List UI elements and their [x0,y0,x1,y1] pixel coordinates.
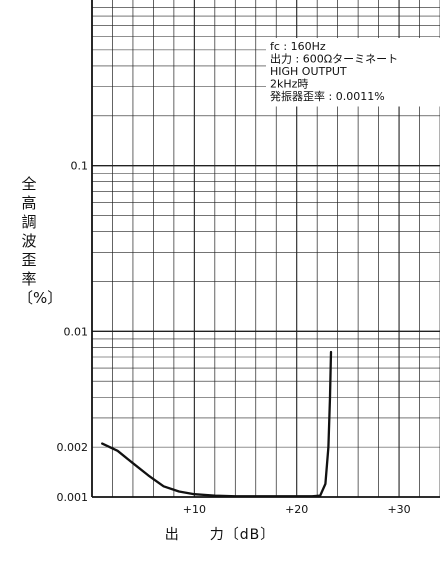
annotation-line: 発振器歪率 : 0.0011% [270,89,385,103]
y-tick-label: 0.01 [64,325,89,338]
x-tick-label: +20 [285,503,308,516]
tick-labels: +10 +20 +30 0.1 0.01 0.002 0.001 [57,160,411,516]
annotation-background [266,38,440,107]
annotation-line: 出力 : 600Ωターミネート [270,52,398,66]
annotation-line: HIGH OUTPUT [270,65,347,78]
y-tick-label: 0.1 [71,160,89,173]
annotation-line: 2kHz時 [270,78,308,91]
x-tick-label: +10 [183,503,206,516]
y-axis-label: 全高調波歪率〔%〕 [18,175,63,307]
series-line [101,350,333,498]
x-axis-label: 出 力〔dB〕 [164,527,276,543]
y-tick-label: 0.001 [57,491,89,504]
y-tick-label: 0.002 [57,441,89,454]
x-tick-label: +30 [387,503,410,516]
annotation-line: fc : 160Hz [270,40,326,53]
